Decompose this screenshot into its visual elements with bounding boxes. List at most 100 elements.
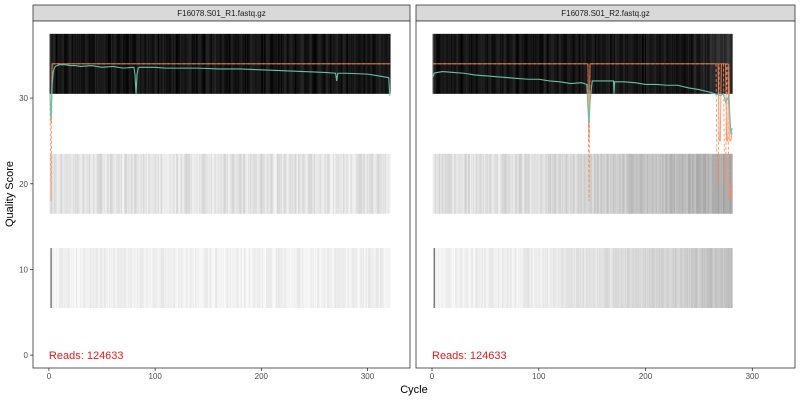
heat-cell xyxy=(120,153,122,214)
heat-cell xyxy=(346,248,349,309)
heat-cell xyxy=(132,153,134,214)
heat-cell xyxy=(578,153,581,214)
heat-cell xyxy=(697,248,699,309)
heat-cell xyxy=(165,153,167,214)
heat-cell xyxy=(111,153,113,214)
heat-cell xyxy=(710,248,712,309)
heat-cell xyxy=(684,153,686,214)
heat-cell xyxy=(475,248,477,309)
heat-cell xyxy=(244,248,247,309)
heat-cell xyxy=(603,153,605,214)
heat-cell xyxy=(244,153,247,214)
heat-cell xyxy=(433,153,435,214)
heat-cell xyxy=(679,153,681,214)
heat-cell xyxy=(458,248,459,308)
heat-cell xyxy=(635,248,637,309)
heat-cell xyxy=(88,153,90,214)
heat-cell xyxy=(114,153,116,214)
heat-cell xyxy=(130,248,132,309)
heat-cell xyxy=(337,248,339,309)
heat-cell xyxy=(136,248,138,309)
heat-cell xyxy=(64,153,66,214)
heat-cell xyxy=(308,153,310,214)
heat-cell xyxy=(457,248,458,308)
heat-cell xyxy=(461,248,463,309)
heat-cell xyxy=(49,153,51,214)
heat-cell xyxy=(297,248,300,309)
heat-cell xyxy=(609,153,611,214)
heat-cell xyxy=(108,153,111,214)
heat-cell xyxy=(231,153,233,214)
heat-cell xyxy=(164,248,166,309)
heat-cell xyxy=(309,153,311,214)
heat-cell xyxy=(311,248,313,309)
heat-cell xyxy=(94,248,96,309)
heat-cell xyxy=(494,153,496,214)
heat-cell xyxy=(620,153,622,214)
heat-map xyxy=(49,33,391,309)
heat-cell xyxy=(649,153,651,214)
heat-cell xyxy=(257,248,259,309)
heat-cell xyxy=(574,153,576,214)
heat-cell xyxy=(458,153,460,214)
heat-cell xyxy=(340,248,342,309)
heat-cell xyxy=(188,248,189,308)
x-tick-label: 0 xyxy=(47,372,52,381)
heat-cell xyxy=(123,153,126,214)
heat-cell xyxy=(123,248,126,309)
heat-cell xyxy=(96,153,98,214)
heat-cell xyxy=(237,248,239,309)
heat-cell xyxy=(250,153,252,214)
heat-cell xyxy=(49,248,51,309)
heat-cell xyxy=(568,153,570,214)
heat-cell xyxy=(82,248,84,309)
heat-cell xyxy=(726,248,728,309)
heat-cell xyxy=(489,248,491,309)
heat-cell xyxy=(50,248,52,309)
heat-cell xyxy=(713,153,715,214)
heat-cell xyxy=(271,153,273,214)
heat-cell xyxy=(369,248,371,309)
heat-cell xyxy=(261,153,264,214)
heat-cell xyxy=(590,248,592,309)
heat-cell xyxy=(78,248,79,308)
heat-cell xyxy=(205,153,207,214)
heat-cell xyxy=(377,153,379,214)
heat-cell xyxy=(345,153,347,214)
heat-cell xyxy=(704,248,707,309)
heat-cell xyxy=(678,153,680,214)
heat-cell xyxy=(499,153,502,214)
heat-cell xyxy=(600,153,602,214)
heat-cell xyxy=(372,153,374,214)
heat-cell xyxy=(259,153,261,214)
heat-cell xyxy=(50,33,52,94)
heat-cell xyxy=(503,248,505,309)
heat-cell xyxy=(633,153,635,214)
heat-cell xyxy=(680,248,682,309)
heat-cell xyxy=(709,153,711,214)
heat-cell xyxy=(375,153,377,214)
heat-cell xyxy=(237,153,239,214)
heat-cell xyxy=(575,248,577,309)
heat-cell xyxy=(192,153,195,214)
heat-cell xyxy=(510,248,512,309)
heat-cell xyxy=(491,248,493,309)
heat-cell xyxy=(636,153,638,214)
heat-cell xyxy=(322,153,324,214)
heat-cell xyxy=(187,153,189,214)
heat-cell xyxy=(467,248,469,309)
heat-cell xyxy=(101,248,103,309)
heat-cell xyxy=(512,248,513,308)
heat-cell xyxy=(437,153,440,214)
heat-cell xyxy=(153,248,155,309)
heat-cell xyxy=(607,153,609,214)
heat-cell xyxy=(474,153,476,214)
heat-cell xyxy=(610,248,613,309)
heat-cell xyxy=(65,248,66,308)
heat-cell xyxy=(593,153,595,214)
heat-cell xyxy=(687,248,689,309)
heat-cell xyxy=(94,153,96,214)
heat-cell xyxy=(172,153,174,214)
heat-cell xyxy=(305,153,307,214)
heat-cell xyxy=(715,153,717,214)
